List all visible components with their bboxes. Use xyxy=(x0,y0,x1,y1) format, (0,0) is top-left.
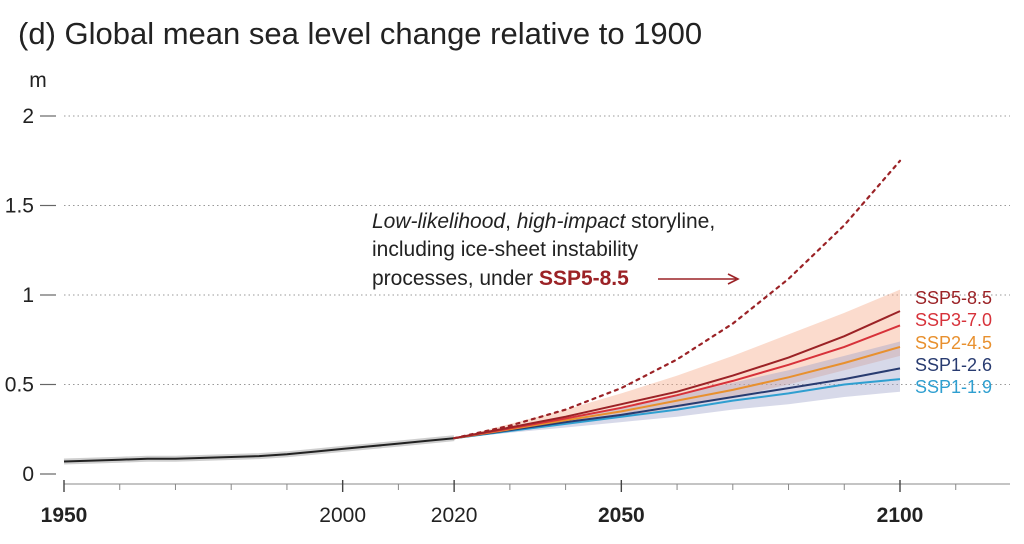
x-tick-label: 2050 xyxy=(598,504,645,527)
series-lines xyxy=(63,159,902,465)
storyline-annotation: Low-likelihood, high-impact storyline, in… xyxy=(372,210,740,290)
legend-label: SSP1-1.9 xyxy=(915,377,992,397)
legend-label: SSP3-7.0 xyxy=(915,310,992,330)
series-line-ssp3-7.0 xyxy=(453,324,901,440)
historical-uncertainty xyxy=(63,435,455,465)
x-tick-label: 2000 xyxy=(319,504,366,527)
annotation-arrow-head xyxy=(727,273,740,285)
series-line-ssp1-1.9 xyxy=(453,378,901,440)
legend-label: SSP2-4.5 xyxy=(915,333,992,353)
chart-title: (d) Global mean sea level change relativ… xyxy=(18,16,703,51)
series-line-ssp2-4.5 xyxy=(453,345,901,440)
x-tick-label: 2020 xyxy=(431,504,478,527)
x-tick-label: 1950 xyxy=(41,504,88,527)
y-tick-label: 1.5 xyxy=(5,195,34,218)
annotation-line-3: processes, under SSP5-8.5 xyxy=(372,267,629,290)
series-line-ssp5-8.5 xyxy=(453,310,901,440)
legend-label: SSP1-2.6 xyxy=(915,355,992,375)
y-tick-label: 2 xyxy=(22,105,34,128)
y-tick-label: 1 xyxy=(22,284,34,307)
uncertainty-bands xyxy=(454,289,900,439)
axes: 0 0.5 1 1.5 2 m 1950 2000 2020 2050 2100 xyxy=(5,69,1010,527)
y-tick-label: 0 xyxy=(22,463,34,486)
y-tick-label: 0.5 xyxy=(5,374,34,397)
series-line-ssp1-2.6 xyxy=(453,367,901,440)
y-axis-unit: m xyxy=(29,69,47,92)
annotation-line-1: Low-likelihood, high-impact storyline, xyxy=(372,210,715,233)
x-tick-label: 2100 xyxy=(877,504,924,527)
legend-label: SSP5-8.5 xyxy=(915,288,992,308)
storyline-line xyxy=(453,159,902,440)
annotation-line-2: including ice-sheet instability xyxy=(372,238,639,261)
historical-line xyxy=(63,437,455,463)
uncertainty-band-ssp5-8.5 xyxy=(454,289,900,439)
